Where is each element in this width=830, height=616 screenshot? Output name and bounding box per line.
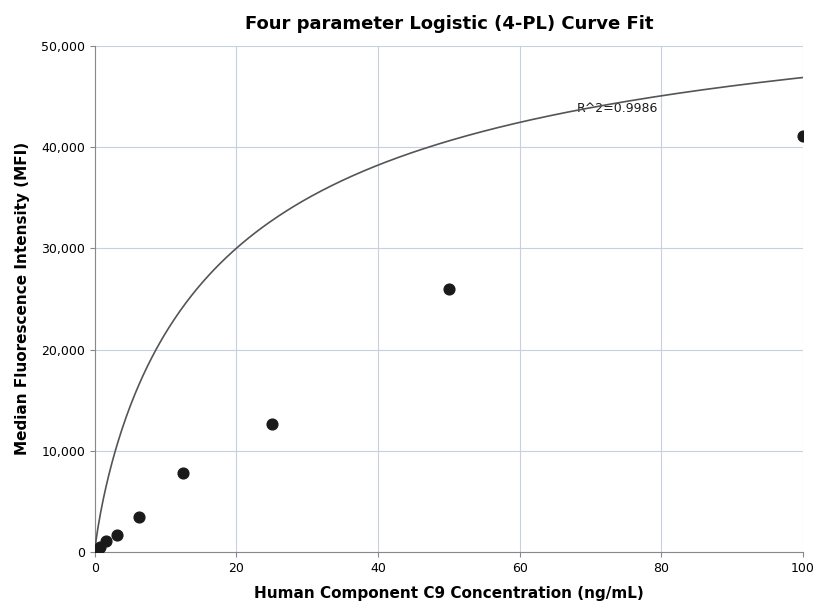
Point	[797, 131, 810, 140]
Point	[110, 530, 124, 540]
Text: R^2=0.9986: R^2=0.9986	[576, 102, 658, 115]
Title: Four parameter Logistic (4-PL) Curve Fit: Four parameter Logistic (4-PL) Curve Fit	[245, 15, 653, 33]
X-axis label: Human Component C9 Concentration (ng/mL): Human Component C9 Concentration (ng/mL)	[254, 586, 644, 601]
Point	[100, 536, 113, 546]
Point	[442, 284, 456, 294]
Point	[266, 419, 279, 429]
Point	[91, 545, 105, 555]
Y-axis label: Median Fluorescence Intensity (MFI): Median Fluorescence Intensity (MFI)	[15, 142, 30, 455]
Point	[94, 541, 107, 551]
Point	[177, 468, 190, 478]
Point	[133, 512, 146, 522]
